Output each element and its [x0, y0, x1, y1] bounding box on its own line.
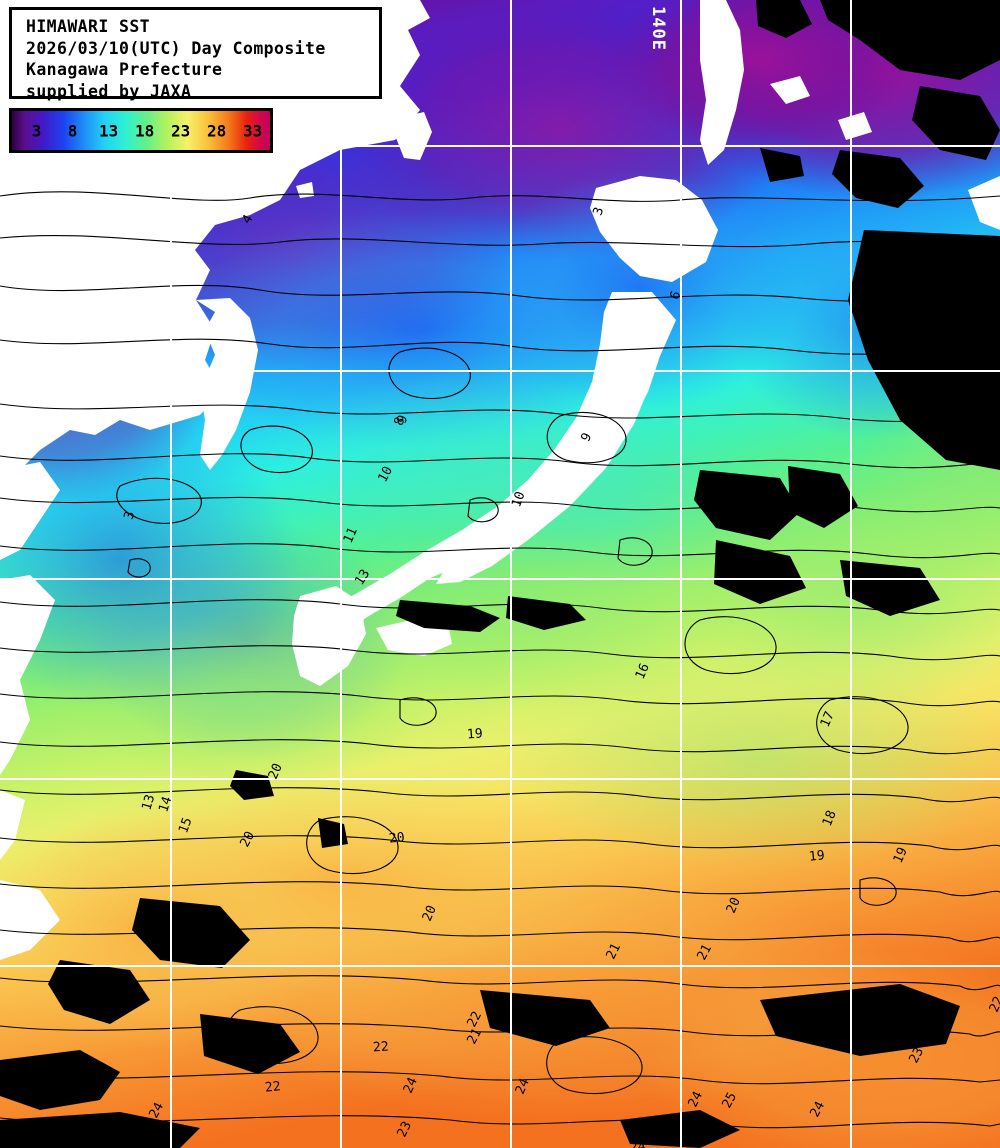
title-line-product: HIMAWARI SST	[26, 17, 151, 36]
colorbar-tick-18: 18	[134, 121, 155, 140]
title-line-datetime: 2026/03/10(UTC) Day Composite	[26, 38, 326, 58]
colorbar-tick-labels: 3 8 13 18 23 28 33	[15, 114, 267, 147]
latitude-label-40n: 40N	[4, 352, 38, 372]
title-card: HIMAWARI SST 2026/03/10(UTC) Day Composi…	[9, 7, 382, 101]
colorbar-tick-8: 8	[67, 121, 78, 140]
title-line-region: Kanagawa Prefecture	[26, 60, 223, 79]
longitude-label-140e: 140E	[648, 6, 668, 51]
colorbar-tick-28: 28	[206, 121, 227, 140]
isotherm-contours	[0, 191, 1000, 1129]
title-line-supplier: supplied by JAXA	[26, 81, 192, 101]
colorbar-gradient	[12, 111, 270, 150]
sst-colorbar: 3 8 13 18 23 28 33	[9, 108, 273, 153]
colorbar-tick-3: 3	[31, 121, 42, 140]
colorbar-tick-13: 13	[98, 121, 119, 140]
colorbar-tick-33: 33	[242, 121, 263, 140]
colorbar-tick-23: 23	[170, 121, 191, 140]
